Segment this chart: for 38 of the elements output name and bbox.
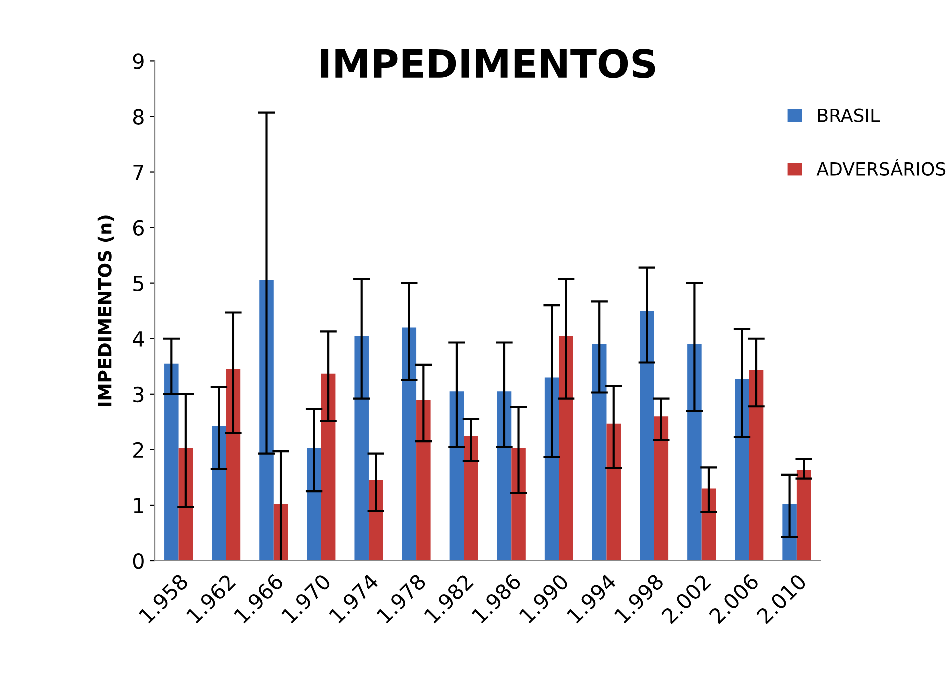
- y-axis-title: IMPEDIMENTOS (n): [98, 216, 114, 406]
- bar: [749, 370, 764, 561]
- bar: [654, 416, 669, 561]
- y-tick-label: 3: [134, 386, 144, 403]
- bar: [735, 379, 750, 561]
- bar: [321, 374, 336, 561]
- bar: [688, 344, 702, 561]
- bar: [450, 392, 464, 561]
- y-tick-label: 6: [133, 220, 144, 236]
- bar: [402, 328, 417, 561]
- y-tick-label: 8: [133, 109, 144, 125]
- y-tick-label: 9: [133, 54, 144, 70]
- y-tick-label: 1: [134, 498, 144, 514]
- y-tick-label: 2: [134, 442, 144, 458]
- bar: [796, 470, 812, 561]
- bar: [164, 364, 179, 561]
- y-tick-label: 4: [133, 332, 144, 347]
- bar: [354, 336, 369, 561]
- legend-label: BRASIL: [818, 108, 880, 122]
- bar: [307, 448, 322, 561]
- chart-title: IMPEDIMENTOS: [321, 48, 656, 78]
- bar: [559, 336, 574, 561]
- y-tick-label: 7: [134, 164, 144, 180]
- bar: [640, 311, 654, 561]
- y-tick-label: 5: [134, 276, 144, 292]
- bar: [606, 424, 622, 561]
- y-tick-label: 0: [133, 553, 144, 570]
- bar: [544, 378, 560, 561]
- legend-label: ADVERSÁRIOS: [816, 159, 946, 176]
- bar: [416, 400, 431, 561]
- bar: [226, 369, 241, 561]
- bar: [368, 480, 384, 561]
- bar: [512, 448, 526, 561]
- bar: [212, 426, 226, 561]
- bar: [497, 392, 512, 561]
- bar: [592, 344, 607, 561]
- bar: [702, 488, 716, 561]
- bar: [464, 436, 478, 561]
